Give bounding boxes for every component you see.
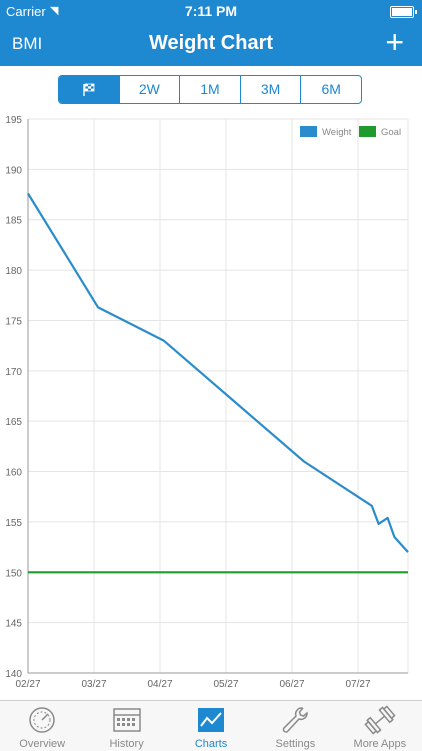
- tab-more-apps-label: More Apps: [353, 738, 407, 750]
- x-tick-label: 07/27: [345, 679, 370, 690]
- segment-1m[interactable]: 1M: [179, 76, 240, 103]
- y-tick-label: 180: [5, 266, 22, 277]
- nav-bar: BMI Weight Chart +: [0, 22, 422, 66]
- tab-history-label: History: [109, 738, 144, 750]
- weight-chart: 140 145 150 155 160 165 170 175 180 185 190 195 02/2…: [5, 115, 409, 690]
- add-button[interactable]: +: [385, 24, 404, 60]
- x-tick-label: 04/27: [147, 679, 172, 690]
- checkered-flag-icon: [83, 83, 95, 97]
- tab-history[interactable]: History: [84, 701, 168, 751]
- carrier-label: Carrier: [6, 4, 46, 19]
- page-title: Weight Chart: [148, 32, 274, 54]
- legend-label-weight: Weight: [322, 127, 352, 138]
- y-tick-label: 160: [5, 468, 22, 479]
- tab-settings[interactable]: Settings: [253, 701, 337, 751]
- tab-charts[interactable]: Charts: [169, 701, 253, 751]
- segment-all[interactable]: [59, 76, 119, 103]
- legend-label-goal: Goal: [381, 127, 401, 138]
- tab-charts-label: Charts: [194, 738, 228, 750]
- clock-label: 7:11 PM: [184, 3, 238, 19]
- y-tick-label: 150: [5, 568, 22, 579]
- y-tick-label: 195: [5, 115, 22, 126]
- tab-settings-label: Settings: [275, 738, 316, 750]
- y-tick-label: 170: [5, 367, 22, 378]
- tab-overview[interactable]: Overview: [0, 701, 84, 751]
- legend-swatch-weight: [300, 126, 317, 137]
- series-line-weight: [27, 192, 409, 553]
- x-tick-label: 06/27: [279, 679, 304, 690]
- y-tick-label: 155: [5, 518, 22, 529]
- range-segmented-control: 2W 1M 3M 6M: [58, 75, 362, 104]
- y-tick-label: 165: [5, 417, 22, 428]
- tab-more-apps[interactable]: More Apps: [338, 701, 422, 751]
- y-tick-label: 145: [5, 619, 22, 630]
- x-tick-label: 02/27: [15, 679, 40, 690]
- wifi-icon: ◥: [50, 5, 59, 17]
- x-tick-label: 03/27: [81, 679, 106, 690]
- chart-icon: [198, 708, 225, 732]
- segment-6m[interactable]: 6M: [300, 76, 361, 103]
- dumbbell-icon: [364, 705, 396, 735]
- speedometer-icon: [29, 707, 55, 733]
- wrench-icon: [283, 707, 309, 733]
- y-tick-label: 185: [5, 216, 22, 227]
- segment-3m[interactable]: 3M: [239, 76, 301, 103]
- battery-icon: [390, 6, 417, 18]
- bmi-button[interactable]: BMI: [12, 34, 43, 53]
- x-tick-label: 05/27: [213, 679, 238, 690]
- tab-overview-label: Overview: [19, 738, 66, 750]
- y-tick-label: 140: [5, 669, 22, 680]
- segment-2w[interactable]: 2W: [118, 76, 180, 103]
- y-tick-label: 190: [5, 165, 22, 176]
- calendar-icon: [112, 708, 141, 732]
- tab-bar: Overview History Charts Settings More Ap…: [0, 700, 422, 751]
- status-bar: Carrier ◥ 7:11 PM: [0, 0, 422, 22]
- legend-swatch-goal: [359, 126, 376, 137]
- y-tick-label: 175: [5, 316, 22, 327]
